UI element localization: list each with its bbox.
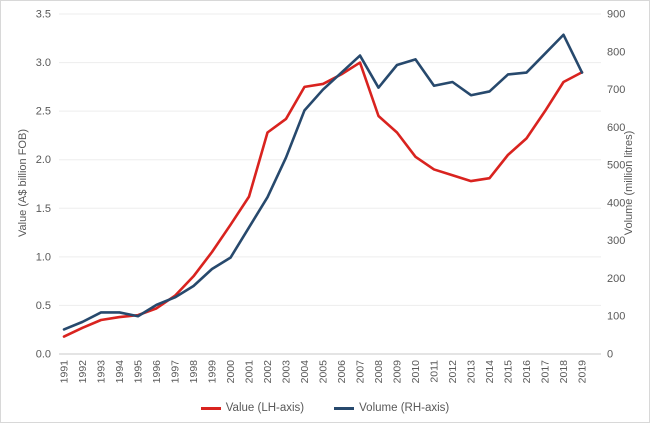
left-axis-tick-label: 0.5 [36,300,51,312]
x-axis-tick-label: 2013 [466,360,478,384]
right-axis-tick-label: 600 [607,122,625,134]
x-axis-tick-label: 2006 [336,360,348,384]
x-axis-tick-label: 2007 [355,360,367,384]
legend-item-value: Value (LH-axis) [200,402,305,414]
x-axis-tick-label: 2016 [521,360,533,384]
x-axis-tick-label: 2008 [373,360,385,384]
x-axis-tick-label: 1995 [133,360,145,384]
left-axis-tick-label: 2.0 [36,154,51,166]
left-axis-tick-label: 0.0 [36,349,51,361]
x-axis-tick-label: 1991 [59,360,71,384]
series-line-volume [62,33,584,331]
x-axis-tick-label: 2000 [225,360,237,384]
x-axis-tick-label: 2018 [558,360,570,384]
left-axis-tick-label: 3.5 [36,9,51,21]
x-axis-tick-label: 1992 [77,360,89,384]
x-axis-tick-label: 1999 [207,360,219,384]
right-axis-tick-label: 200 [607,273,625,285]
x-axis-tick-label: 1993 [96,360,108,384]
x-axis-tick-label: 2004 [299,360,311,384]
volume-series-swatch-icon [334,406,355,410]
right-axis-tick-label: 800 [607,46,625,58]
x-axis-tick-label: 2015 [503,360,515,384]
x-axis-tick-label: 2001 [244,360,256,384]
x-axis-tick-label: 2009 [392,360,404,384]
left-axis-tick-label: 3.0 [36,57,51,69]
x-axis-tick-label: 1998 [188,360,200,384]
x-axis-tick-label: 1994 [114,360,126,384]
right-axis-tick-label: 0 [607,349,613,361]
legend-label-volume: Volume (RH-axis) [359,402,450,414]
x-axis-tick-label: 2017 [540,360,552,384]
x-axis-tick-label: 2003 [281,360,293,384]
left-axis-tick-label: 1.0 [36,251,51,263]
right-axis-tick-label: 500 [607,160,625,172]
x-axis-tick-label: 2010 [410,360,422,384]
right-axis-tick-label: 900 [607,9,625,21]
right-axis-tick-label: 400 [607,197,625,209]
legend-label-value: Value (LH-axis) [225,402,305,414]
right-axis-tick-label: 700 [607,84,625,96]
x-axis-tick-label: 2002 [262,360,274,384]
x-axis-tick-label: 2005 [318,360,330,384]
x-axis-tick-label: 2011 [429,360,441,383]
series-line-value [62,61,584,338]
chart-legend: Value (LH-axis) Volume (RH-axis) [1,402,649,414]
x-axis-tick-label: 1996 [151,360,163,384]
right-axis-tick-label: 100 [607,311,625,323]
legend-item-volume: Volume (RH-axis) [334,402,449,414]
left-axis-tick-label: 2.5 [36,106,51,118]
x-axis-tick-label: 1997 [170,360,182,384]
value-series-swatch-icon [200,406,221,410]
right-axis-tick-label: 300 [607,235,625,247]
left-axis-tick-label: 1.5 [36,203,51,215]
x-axis-tick-label: 2014 [484,360,496,384]
x-axis-tick-label: 2019 [577,360,589,384]
x-axis-tick-label: 2012 [447,360,459,384]
